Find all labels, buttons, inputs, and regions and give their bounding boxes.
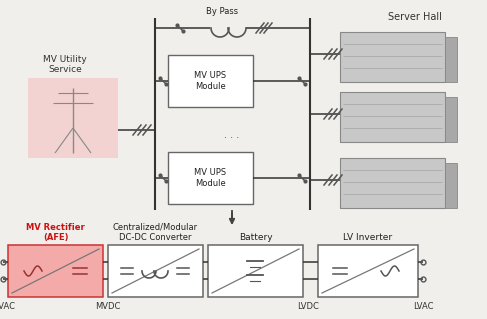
Text: MV UPS
Module: MV UPS Module — [194, 71, 226, 91]
Text: LVAC: LVAC — [413, 302, 433, 311]
Bar — [340, 92, 445, 142]
Text: Server Hall: Server Hall — [388, 12, 442, 22]
Text: MV Rectifier
(AFE): MV Rectifier (AFE) — [26, 223, 85, 242]
Text: Battery: Battery — [239, 233, 272, 242]
Bar — [445, 97, 457, 142]
Bar — [108, 245, 203, 297]
Text: By Pass: By Pass — [206, 7, 238, 16]
Bar — [445, 163, 457, 208]
Bar — [168, 55, 253, 107]
Text: . . .: . . . — [225, 130, 240, 140]
Text: MVDC: MVDC — [95, 302, 121, 311]
Text: LV Inverter: LV Inverter — [343, 233, 393, 242]
Bar — [340, 158, 445, 208]
Bar — [340, 32, 445, 82]
Text: MV Utility
Service: MV Utility Service — [43, 55, 87, 74]
Bar — [318, 245, 418, 297]
Bar — [28, 78, 118, 158]
Bar — [8, 245, 103, 297]
Text: MV UPS
Module: MV UPS Module — [194, 168, 226, 188]
Bar — [445, 37, 457, 82]
Text: MVAC: MVAC — [0, 302, 15, 311]
Bar — [168, 152, 253, 204]
Text: LVDC: LVDC — [297, 302, 319, 311]
Text: Centralized/Modular
DC-DC Converter: Centralized/Modular DC-DC Converter — [113, 223, 198, 242]
Bar — [208, 245, 303, 297]
